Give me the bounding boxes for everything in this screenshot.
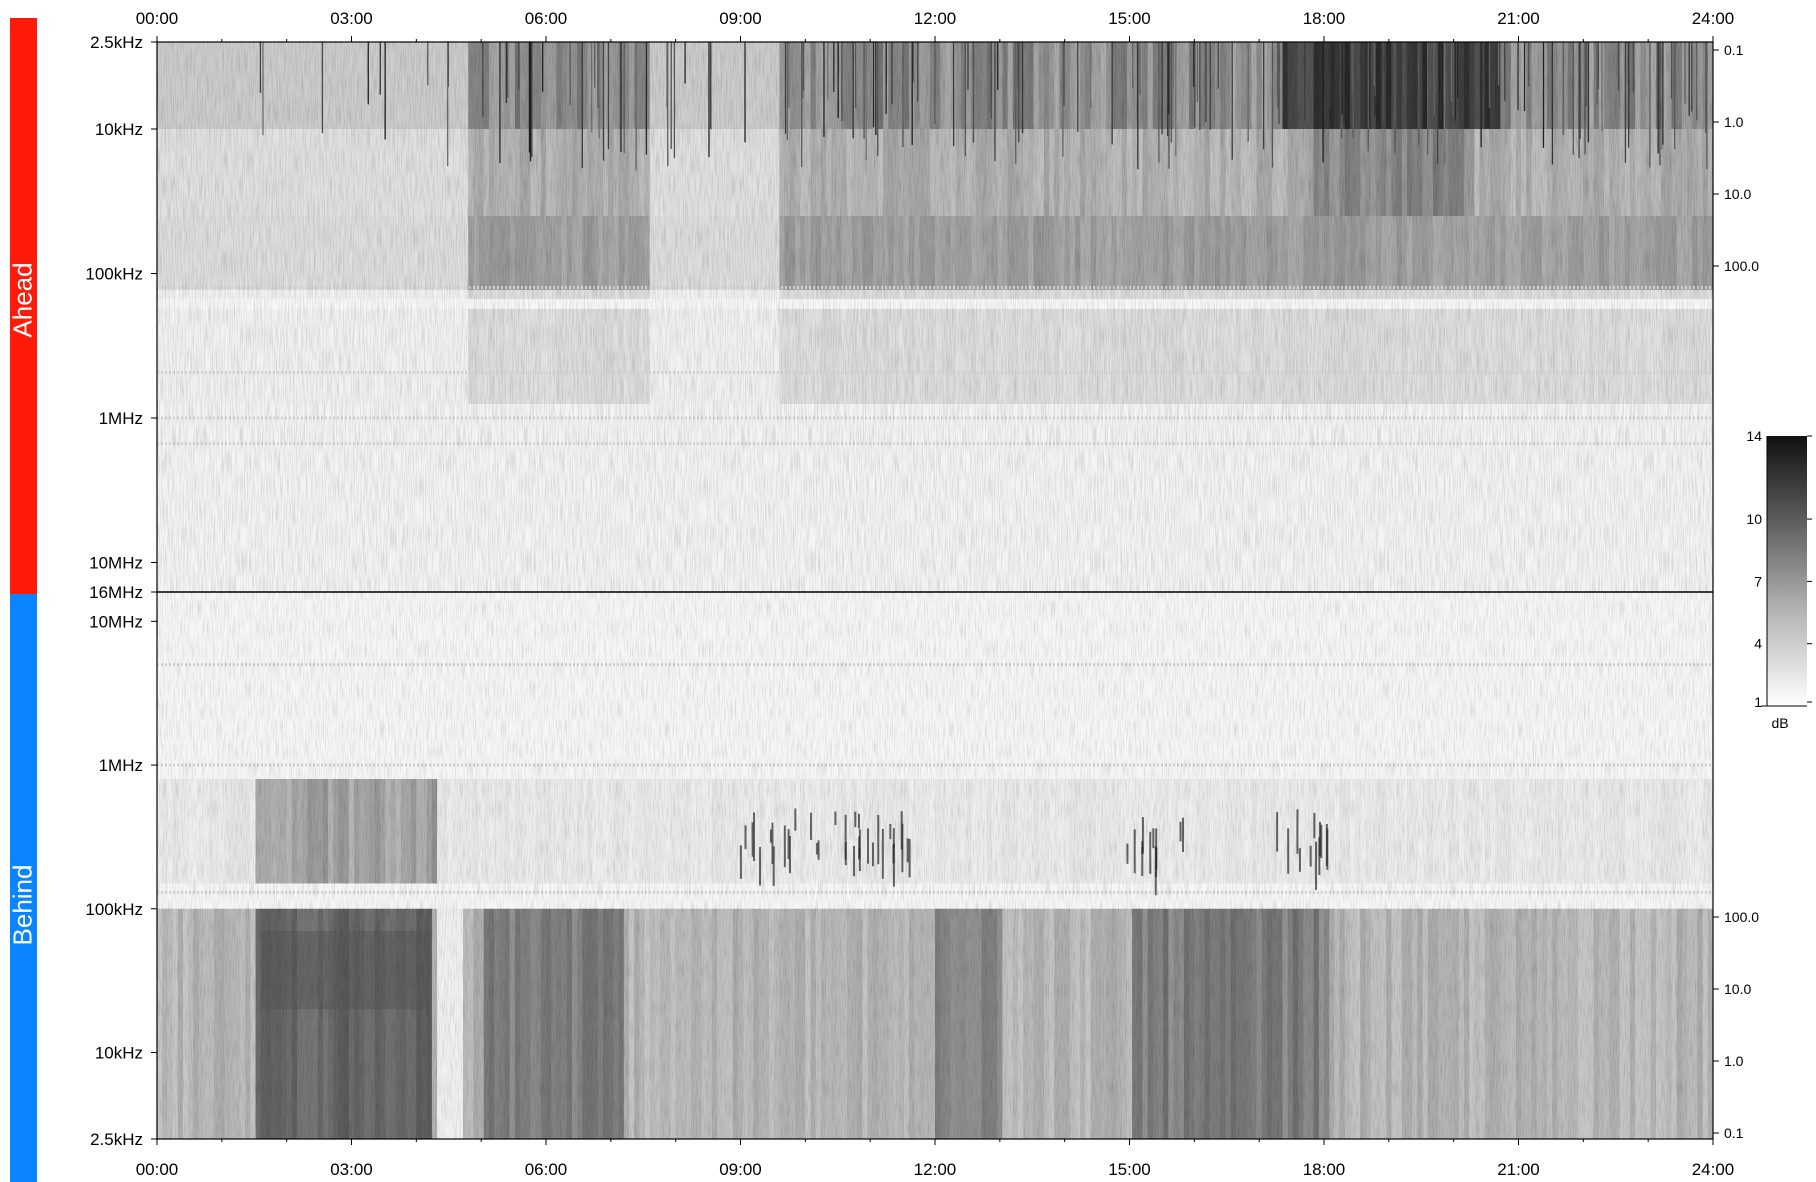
x-tick-top: 00:00 xyxy=(136,9,179,28)
x-tick-top: 15:00 xyxy=(1108,9,1151,28)
y-right-tick-top: 100.0 xyxy=(1724,258,1759,274)
x-tick-bottom: 12:00 xyxy=(914,1160,957,1179)
colorbar-tick: 7 xyxy=(1754,573,1762,589)
x-tick-bottom: 15:00 xyxy=(1108,1160,1151,1179)
y-tick-top: 16MHz xyxy=(89,583,143,602)
x-tick-bottom: 00:00 xyxy=(136,1160,179,1179)
x-tick-top: 06:00 xyxy=(525,9,568,28)
y-right-tick-bottom: 10.0 xyxy=(1724,981,1751,997)
y-tick-bottom: 1MHz xyxy=(99,756,143,775)
x-tick-top: 09:00 xyxy=(719,9,762,28)
behind-sidebar xyxy=(10,594,37,1182)
x-tick-top: 18:00 xyxy=(1303,9,1346,28)
y-tick-top: 10kHz xyxy=(95,120,143,139)
y-right-tick-top: 10.0 xyxy=(1724,186,1751,202)
behind-panel xyxy=(157,592,1713,1139)
y-right-tick-top: 1.0 xyxy=(1724,114,1744,130)
y-right-tick-bottom: 0.1 xyxy=(1724,1125,1744,1141)
x-tick-top: 12:00 xyxy=(914,9,957,28)
y-right-tick-bottom: 1.0 xyxy=(1724,1053,1744,1069)
colorbar-unit: dB xyxy=(1771,715,1788,731)
colorbar-gradient xyxy=(1767,436,1807,706)
y-right-tick-bottom: 100.0 xyxy=(1724,909,1759,925)
colorbar-tick: 4 xyxy=(1754,636,1762,652)
x-tick-bottom: 09:00 xyxy=(719,1160,762,1179)
y-tick-top: 1MHz xyxy=(99,409,143,428)
y-right-tick-top: 0.1 xyxy=(1724,42,1744,58)
colorbar-tick: 1 xyxy=(1754,694,1762,710)
x-tick-bottom: 21:00 xyxy=(1497,1160,1540,1179)
x-tick-bottom: 03:00 xyxy=(330,1160,373,1179)
colorbar-tick: 14 xyxy=(1746,428,1762,444)
axes: 00:00 03:00 06:00 09:00 12:00 15:00 18:00 21:00… xyxy=(85,9,1759,1179)
ahead-sidebar xyxy=(10,18,37,594)
colorbar: 14 10 7 4 1 dB xyxy=(1746,428,1812,731)
colorbar-tick: 10 xyxy=(1746,511,1762,527)
behind-noise-texture xyxy=(157,592,1713,1139)
x-tick-top: 24:00 xyxy=(1692,9,1735,28)
y-tick-bottom: 10MHz xyxy=(89,612,143,631)
y-tick-top: 2.5kHz xyxy=(90,33,143,52)
y-tick-top: 100kHz xyxy=(85,265,143,284)
ahead-noise-texture xyxy=(157,42,1713,592)
y-tick-bottom: 100kHz xyxy=(85,900,143,919)
y-tick-top: 10MHz xyxy=(89,554,143,573)
colorbar-ticks: 14 10 7 4 1 xyxy=(1746,428,1812,710)
x-tick-top: 21:00 xyxy=(1497,9,1540,28)
ahead-panel xyxy=(157,42,1713,592)
x-tick-bottom: 18:00 xyxy=(1303,1160,1346,1179)
x-tick-top: 03:00 xyxy=(330,9,373,28)
y-tick-bottom: 10kHz xyxy=(95,1043,143,1062)
x-tick-bottom: 06:00 xyxy=(525,1160,568,1179)
y-tick-bottom: 2.5kHz xyxy=(90,1130,143,1149)
x-tick-bottom: 24:00 xyxy=(1692,1160,1735,1179)
